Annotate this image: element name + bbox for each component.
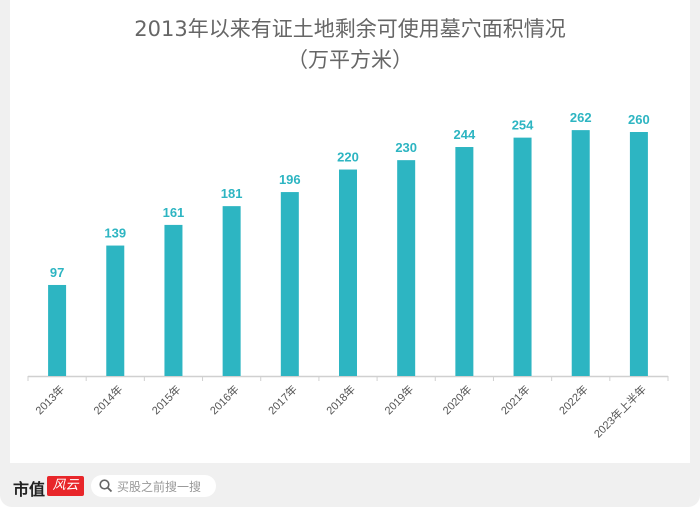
chart-title: 2013年以来有证土地剩余可使用墓穴面积情况 [134, 17, 566, 41]
search-input[interactable]: 买股之前搜一搜 [91, 475, 216, 497]
x-tick-label: 2014年 [90, 382, 125, 417]
x-tick-label: 2018年 [323, 382, 358, 417]
x-tick-label: 2022年 [556, 382, 591, 417]
data-label: 161 [163, 205, 185, 220]
bar [629, 132, 648, 376]
data-label: 97 [50, 265, 64, 280]
data-label: 244 [454, 127, 476, 142]
data-label: 260 [628, 112, 650, 127]
bar [48, 284, 67, 376]
logo-text: 市值 [13, 480, 46, 499]
logo-badge: 风云 [47, 476, 84, 496]
bar [339, 169, 357, 376]
bar [513, 137, 532, 376]
x-tick-label: 2021年 [498, 382, 533, 417]
bar [222, 206, 241, 376]
bar [397, 160, 416, 376]
bar [280, 192, 299, 376]
data-label: 181 [221, 186, 243, 201]
bar [571, 130, 590, 376]
data-label: 220 [337, 150, 359, 165]
bar [106, 245, 125, 376]
data-label: 196 [279, 172, 301, 187]
x-tick-label: 2023年上半年 [591, 382, 649, 440]
x-tick-label: 2015年 [149, 382, 184, 417]
data-label: 139 [104, 226, 126, 241]
bar-chart: 97 2013年 139 2014年 161 2015年 181 2016年 196 2017年 2… [27, 110, 669, 441]
x-tick-label: 2017年 [265, 382, 300, 417]
bar [455, 147, 474, 376]
x-tick-label: 2013年 [32, 382, 67, 417]
x-tick-label: 2016年 [207, 382, 242, 417]
chart-subtitle: （万平方米） [287, 48, 413, 72]
data-label: 262 [570, 110, 592, 125]
x-tick-label: 2020年 [439, 382, 474, 417]
bar [164, 224, 183, 376]
search-placeholder: 买股之前搜一搜 [117, 480, 202, 494]
x-tick-label: 2019年 [381, 382, 416, 417]
search-icon [99, 479, 113, 493]
data-label: 254 [512, 118, 534, 133]
data-label: 230 [395, 140, 417, 155]
